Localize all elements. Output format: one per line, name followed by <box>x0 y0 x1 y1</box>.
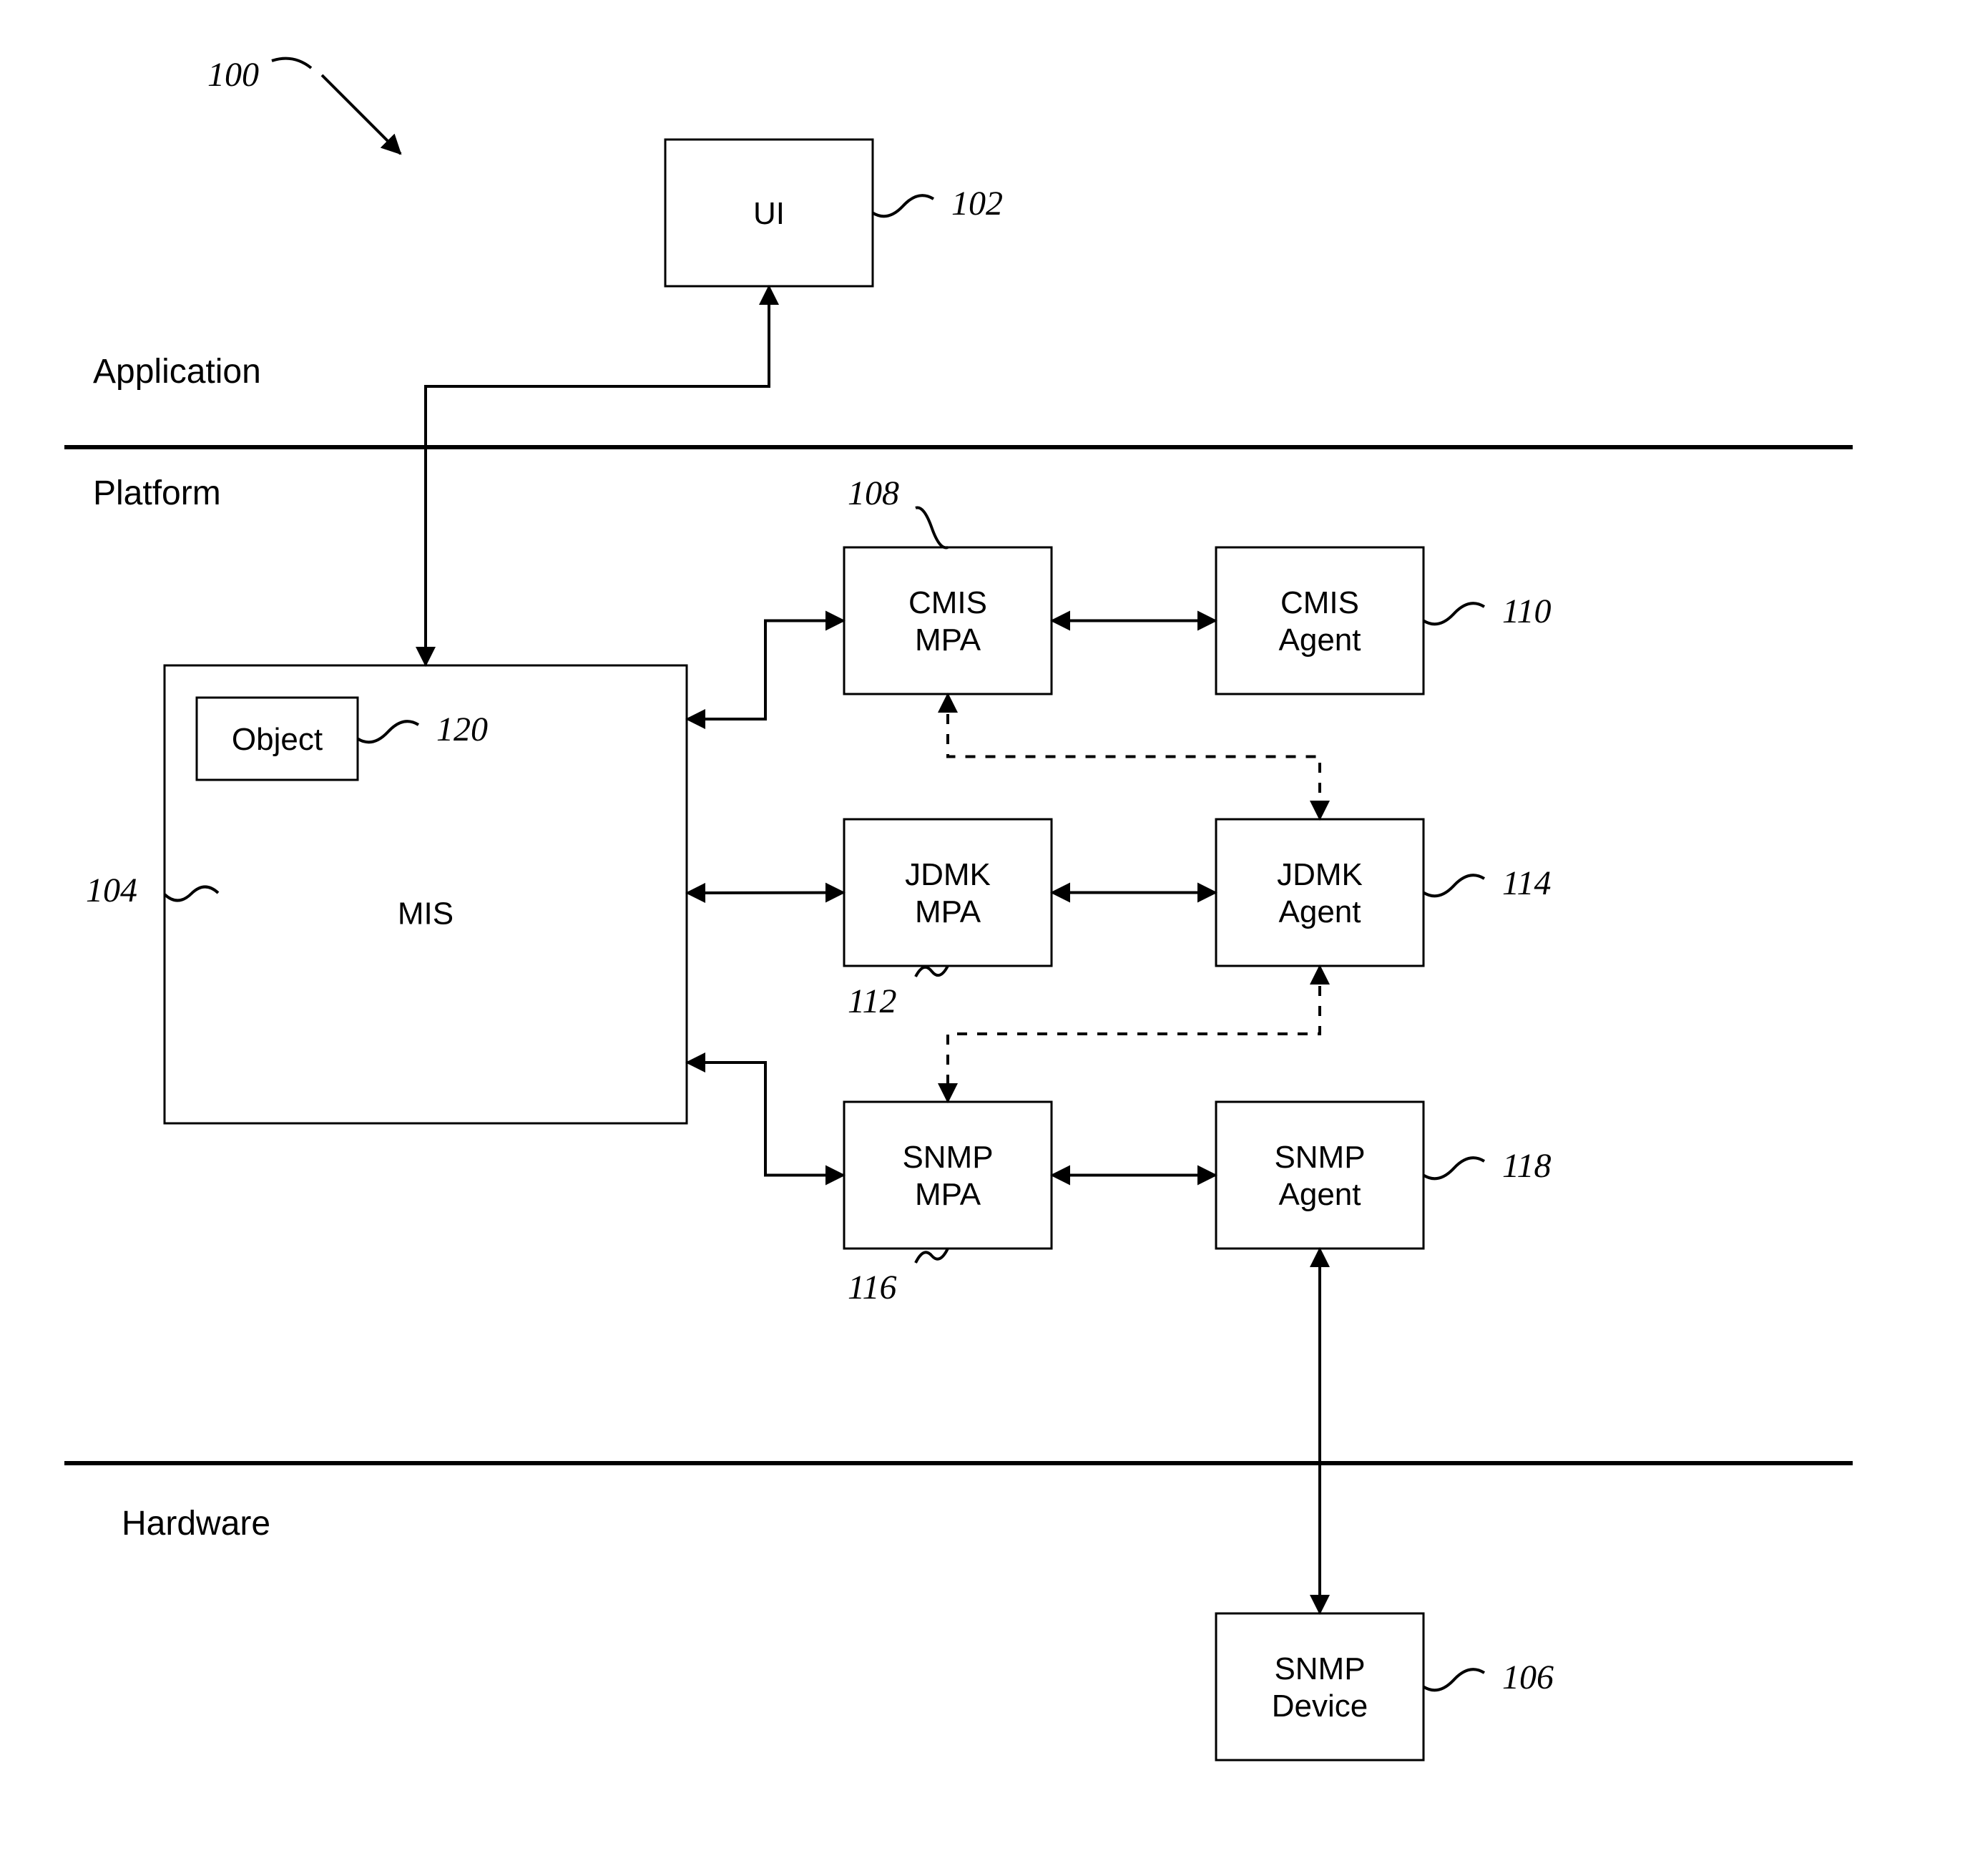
box-cmis_agent: CMISAgent <box>1216 547 1423 694</box>
section-hardware: Hardware <box>122 1505 270 1543</box>
svg-text:SNMP: SNMP <box>902 1140 993 1175</box>
ref-r102: 102 <box>951 185 1003 223</box>
svg-text:MPA: MPA <box>915 1177 981 1212</box>
svg-text:Device: Device <box>1272 1689 1368 1724</box>
ref-r104: 104 <box>86 871 137 909</box>
svg-text:Agent: Agent <box>1279 894 1361 929</box>
box-jdmk_agent: JDMKAgent <box>1216 819 1423 966</box>
svg-text:UI: UI <box>753 196 785 231</box>
ref-r106: 106 <box>1502 1658 1554 1696</box>
fig-ref-100: 100 <box>207 56 259 94</box>
ref-r108: 108 <box>848 474 899 512</box>
box-snmp_agent: SNMPAgent <box>1216 1102 1423 1249</box>
ref-r120: 120 <box>436 710 488 748</box>
svg-text:MPA: MPA <box>915 622 981 658</box>
ref-r114: 114 <box>1502 864 1551 902</box>
svg-text:JDMK: JDMK <box>905 857 991 892</box>
section-application: Application <box>93 353 261 391</box>
svg-text:SNMP: SNMP <box>1274 1140 1365 1175</box>
svg-text:SNMP: SNMP <box>1274 1651 1365 1686</box>
box-object: Object <box>197 698 358 780</box>
arrow-mis-jdmk_mpa <box>687 893 844 894</box>
svg-text:Object: Object <box>232 722 323 757</box>
svg-text:Agent: Agent <box>1279 1177 1361 1212</box>
ref-r118: 118 <box>1502 1147 1551 1185</box>
box-snmp_mpa: SNMPMPA <box>844 1102 1052 1249</box>
svg-text:JDMK: JDMK <box>1277 857 1363 892</box>
svg-text:CMIS: CMIS <box>1280 585 1359 620</box>
ref-r112: 112 <box>848 982 896 1020</box>
box-jdmk_mpa: JDMKMPA <box>844 819 1052 966</box>
svg-text:Agent: Agent <box>1279 622 1361 658</box>
ref-r110: 110 <box>1502 592 1551 630</box>
svg-text:CMIS: CMIS <box>908 585 987 620</box>
box-ui: UI <box>665 140 873 286</box>
ref-r116: 116 <box>848 1269 896 1306</box>
box-snmp_dev: SNMPDevice <box>1216 1613 1423 1760</box>
box-cmis_mpa: CMISMPA <box>844 547 1052 694</box>
mis-label: MIS <box>398 897 454 932</box>
section-platform: Platform <box>93 474 221 512</box>
svg-text:MPA: MPA <box>915 894 981 929</box>
